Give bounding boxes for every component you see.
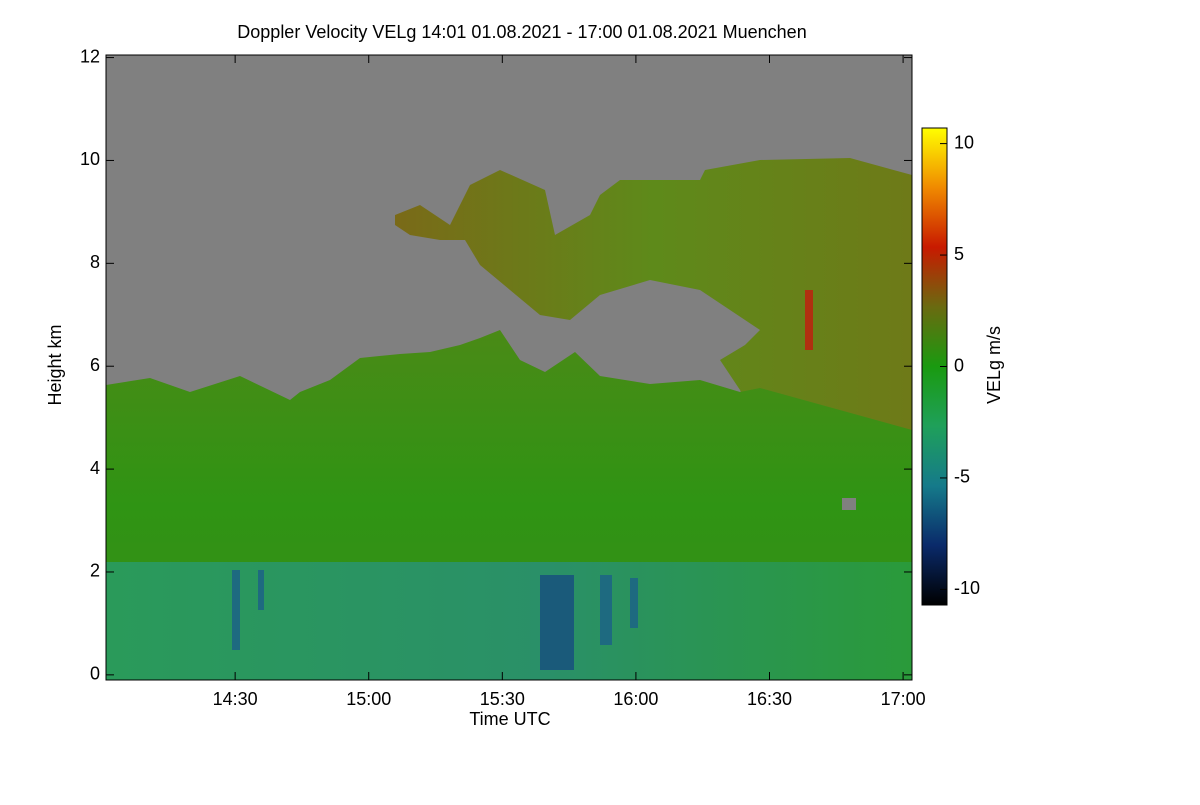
streak [600,575,612,645]
velocity-field [106,55,912,680]
streak [232,570,240,650]
streak [258,570,264,610]
y-tick-label: 6 [90,355,100,375]
streak [805,290,813,350]
y-tick-label: 12 [80,46,100,66]
colorbar-tick-label: 0 [954,355,964,375]
streak [540,575,574,670]
colorbar-tick-label: -5 [954,467,970,487]
y-axis-label: Height km [45,324,65,405]
colorbar-tick-label: 5 [954,244,964,264]
plot-frame [105,54,913,681]
x-tick-label: 16:30 [747,689,792,709]
colorbar-tick-label: -10 [954,578,980,598]
streak [630,578,638,628]
x-tick-label: 15:00 [346,689,391,709]
boundary-layer [106,562,912,680]
x-axis-label: Time UTC [469,709,550,729]
y-tick-label: 10 [80,149,100,169]
gap [842,498,856,510]
y-tick-label: 0 [90,664,100,684]
x-tick-label: 17:00 [881,689,926,709]
y-tick-label: 4 [90,458,100,478]
x-tick-label: 14:30 [213,689,258,709]
y-tick-label: 8 [90,252,100,272]
y-tick-label: 2 [90,561,100,581]
colorbar-label: VELg m/s [984,326,1004,404]
chart-title: Doppler Velocity VELg 14:01 01.08.2021 -… [237,22,806,42]
x-tick-label: 15:30 [480,689,525,709]
x-tick-label: 16:00 [613,689,658,709]
upper-cloud [395,158,912,440]
colorbar-tick-label: 10 [954,132,974,152]
